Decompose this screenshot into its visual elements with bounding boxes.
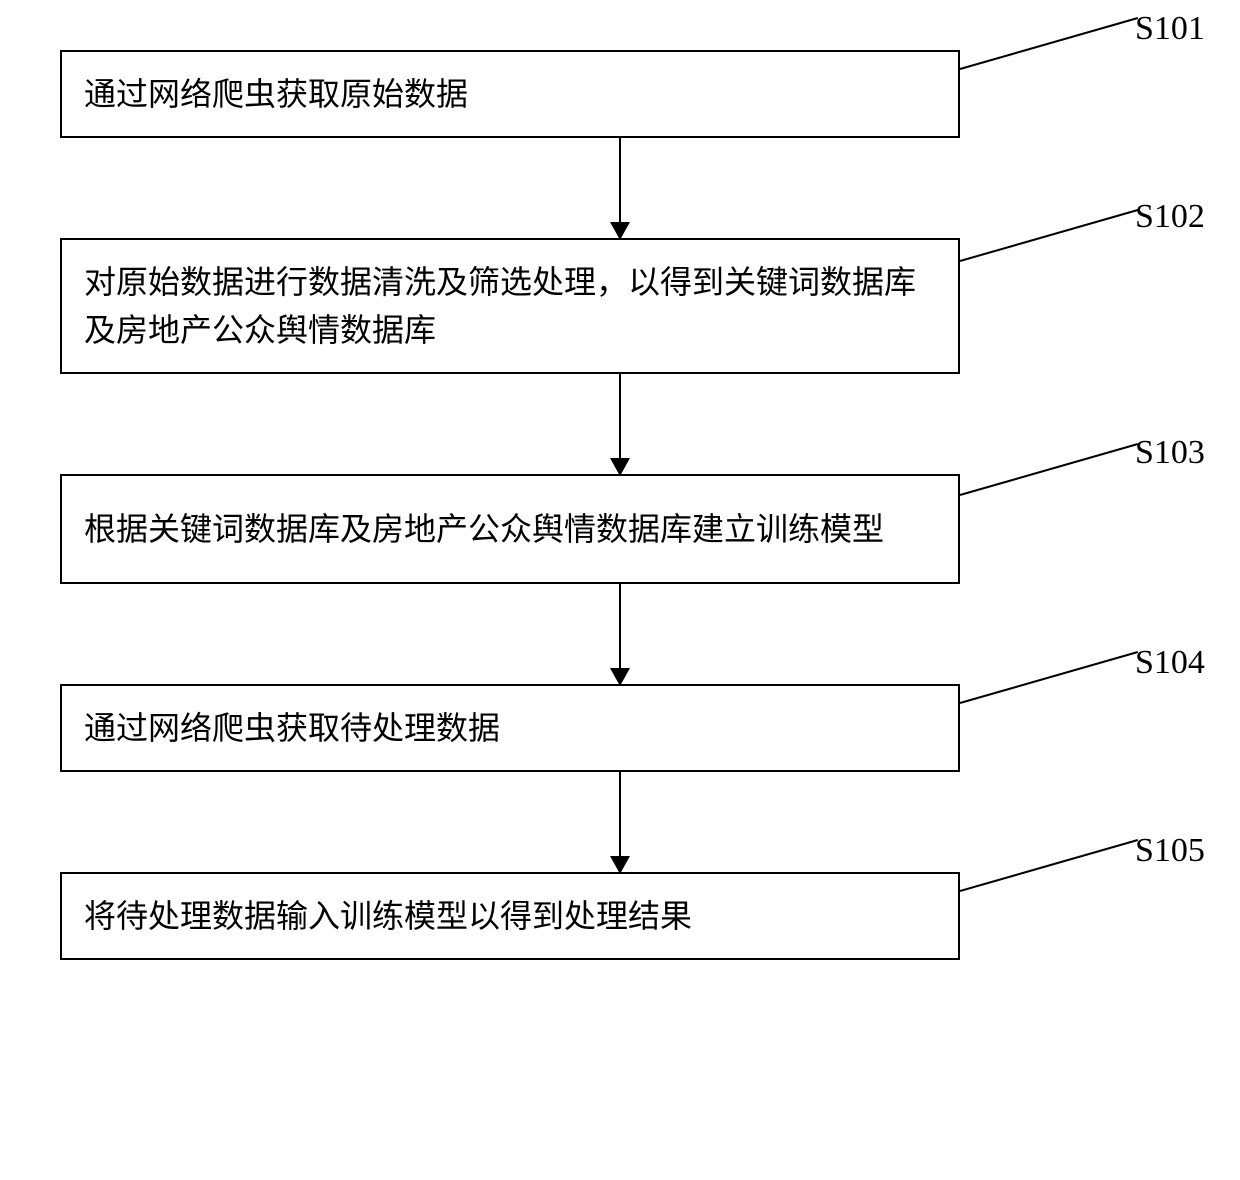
leader-line [960, 17, 1138, 70]
flowchart-arrow [170, 584, 1070, 684]
flowchart-step-label: S103 [1135, 434, 1205, 472]
flowchart-arrow [170, 138, 1070, 238]
flowchart-step-box: 根据关键词数据库及房地产公众舆情数据库建立训练模型 [60, 474, 960, 584]
arrow-line [619, 138, 621, 238]
arrow-line [619, 584, 621, 684]
flowchart-step-label: S101 [1135, 10, 1205, 48]
flowchart-step-text: 将待处理数据输入训练模型以得到处理结果 [84, 892, 692, 940]
flowchart-step-label: S104 [1135, 644, 1205, 682]
flowchart-step-text: 通过网络爬虫获取原始数据 [84, 70, 468, 118]
flowchart-step-box: 通过网络爬虫获取待处理数据 [60, 684, 960, 772]
flowchart-arrow [170, 374, 1070, 474]
flowchart-step-label: S102 [1135, 198, 1205, 236]
flowchart-step-row: 根据关键词数据库及房地产公众舆情数据库建立训练模型 S103 [60, 474, 1180, 584]
flowchart-arrow [170, 772, 1070, 872]
flowchart-step-text: 通过网络爬虫获取待处理数据 [84, 704, 500, 752]
flowchart-step-row: 通过网络爬虫获取原始数据 S101 [60, 50, 1180, 138]
flowchart-step-row: 对原始数据进行数据清洗及筛选处理，以得到关键词数据库及房地产公众舆情数据库 S1… [60, 238, 1180, 374]
flowchart-step-row: 将待处理数据输入训练模型以得到处理结果 S105 [60, 872, 1180, 960]
flowchart-step-label: S105 [1135, 832, 1205, 870]
flowchart-step-box: 对原始数据进行数据清洗及筛选处理，以得到关键词数据库及房地产公众舆情数据库 [60, 238, 960, 374]
flowchart-container: 通过网络爬虫获取原始数据 S101 对原始数据进行数据清洗及筛选处理，以得到关键… [60, 50, 1180, 960]
flowchart-step-text: 对原始数据进行数据清洗及筛选处理，以得到关键词数据库及房地产公众舆情数据库 [84, 258, 936, 354]
flowchart-step-box: 将待处理数据输入训练模型以得到处理结果 [60, 872, 960, 960]
flowchart-step-text: 根据关键词数据库及房地产公众舆情数据库建立训练模型 [84, 505, 884, 553]
flowchart-step-box: 通过网络爬虫获取原始数据 [60, 50, 960, 138]
flowchart-step-row: 通过网络爬虫获取待处理数据 S104 [60, 684, 1180, 772]
arrow-line [619, 374, 621, 474]
arrow-line [619, 772, 621, 872]
